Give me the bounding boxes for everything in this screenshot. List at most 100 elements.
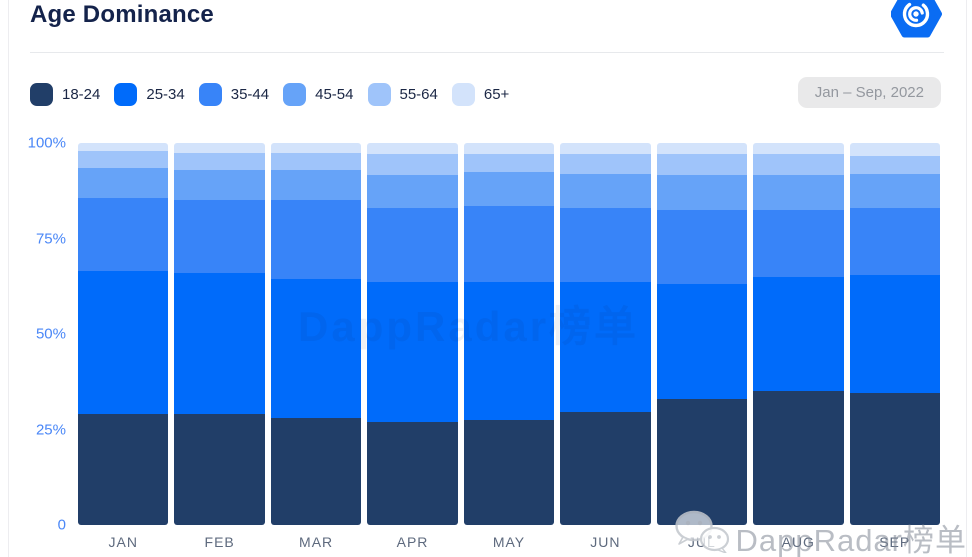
y-tick-0: 0 (57, 516, 66, 534)
bar-segment-55-64-AUG[interactable] (753, 154, 844, 176)
bar-segment-35-44-AUG[interactable] (753, 209, 844, 277)
x-tick-JUL: JUL (687, 534, 716, 550)
legend-swatch-65+ (451, 83, 475, 106)
bar-segment-65+-APR[interactable] (367, 143, 458, 155)
bar-segment-55-64-MAR[interactable] (270, 152, 362, 170)
y-tick-50%: 50% (35, 325, 66, 343)
bar-segment-65+-MAR[interactable] (270, 143, 362, 153)
bar-JUN[interactable] (560, 143, 651, 525)
bar-segment-65+-JUL[interactable] (656, 143, 748, 155)
bar-segment-18-24-JUL[interactable] (656, 398, 748, 525)
bar-segment-55-64-SEP[interactable] (849, 156, 940, 174)
card-left-edge (8, 0, 9, 557)
x-tick-FEB: FEB (204, 534, 235, 550)
bar-MAR[interactable] (270, 143, 362, 525)
bar-segment-18-24-MAY[interactable] (463, 419, 555, 525)
page-title: Age Dominance (30, 1, 214, 28)
bar-segment-25-34-MAR[interactable] (270, 278, 362, 418)
bar-segment-18-24-FEB[interactable] (174, 414, 265, 525)
bar-segment-18-24-APR[interactable] (367, 421, 458, 525)
bar-segment-65+-JUN[interactable] (560, 143, 651, 155)
x-tick-MAR: MAR (299, 534, 334, 550)
y-tick-25%: 25% (35, 421, 66, 438)
bar-AUG[interactable] (753, 143, 844, 525)
bar-segment-45-54-JAN[interactable] (78, 167, 169, 199)
bar-segment-25-34-JUL[interactable] (656, 284, 748, 399)
bar-segment-55-64-JUN[interactable] (560, 154, 651, 174)
x-tick-JUN: JUN (590, 534, 621, 550)
bar-segment-25-34-AUG[interactable] (753, 276, 844, 392)
bar-segment-65+-AUG[interactable] (753, 143, 844, 155)
bar-segment-65+-JAN[interactable] (78, 143, 169, 151)
x-tick-AUG: AUG (781, 534, 815, 550)
legend-swatch-18-24 (30, 83, 53, 106)
x-tick-MAY: MAY (492, 534, 526, 550)
legend-item-55-64[interactable]: 55-64 (367, 83, 438, 106)
bar-segment-45-54-AUG[interactable] (753, 175, 844, 210)
bar-segment-25-34-SEP[interactable] (849, 274, 940, 394)
y-axis: 100% 75% 50% 25% 0 (0, 0, 66, 557)
legend-item-65+[interactable]: 65+ (451, 83, 509, 106)
bar-segment-55-64-JAN[interactable] (78, 150, 169, 168)
legend-item-35-44[interactable]: 35-44 (198, 83, 270, 106)
bar-segment-35-44-JAN[interactable] (78, 198, 169, 271)
bar-segment-25-34-MAY[interactable] (463, 282, 555, 420)
bar-segment-25-34-APR[interactable] (367, 282, 458, 422)
bar-segment-55-64-FEB[interactable] (174, 152, 265, 170)
bar-segment-25-34-JUN[interactable] (560, 282, 651, 413)
bar-segment-18-24-AUG[interactable] (753, 391, 844, 525)
bar-JUL[interactable] (656, 143, 748, 525)
bar-segment-35-44-SEP[interactable] (849, 207, 940, 275)
bar-segment-25-34-FEB[interactable] (174, 272, 265, 415)
bar-segment-18-24-MAR[interactable] (270, 418, 362, 525)
bar-segment-35-44-JUL[interactable] (656, 209, 748, 285)
legend-label: 45-54 (315, 86, 354, 103)
bar-segment-25-34-JAN[interactable] (78, 270, 169, 415)
bar-segment-45-54-FEB[interactable] (174, 169, 265, 201)
bar-segment-35-44-FEB[interactable] (174, 200, 265, 273)
x-tick-JAN: JAN (108, 534, 138, 550)
bar-segment-35-44-APR[interactable] (367, 207, 458, 283)
bar-JAN[interactable] (78, 143, 169, 525)
bar-segment-65+-FEB[interactable] (174, 143, 265, 153)
bar-segment-35-44-JUN[interactable] (560, 207, 651, 283)
legend-label: 18-24 (62, 86, 101, 103)
y-tick-100%: 100% (27, 134, 66, 152)
bar-segment-45-54-JUN[interactable] (560, 173, 651, 208)
bar-segment-55-64-JUL[interactable] (656, 154, 748, 176)
dappradar-logo-icon (890, 0, 943, 40)
bar-segment-65+-MAY[interactable] (463, 143, 555, 155)
bar-MAY[interactable] (463, 143, 555, 525)
legend-swatch-45-54 (283, 83, 307, 106)
x-tick-APR: APR (396, 534, 429, 550)
bar-segment-55-64-APR[interactable] (367, 154, 458, 176)
legend-label: 35-44 (230, 86, 270, 103)
bar-APR[interactable] (367, 143, 458, 525)
bar-FEB[interactable] (174, 143, 265, 525)
legend-item-45-54[interactable]: 45-54 (283, 83, 354, 106)
x-axis: JAN FEB MAR APR MAY JUN JUL AUG SEP (78, 534, 940, 550)
bar-segment-18-24-JUN[interactable] (560, 412, 651, 525)
bar-segment-35-44-MAY[interactable] (463, 206, 555, 283)
bar-segment-55-64-MAY[interactable] (463, 154, 555, 172)
bar-segment-45-54-MAR[interactable] (270, 169, 362, 201)
header-divider (30, 52, 944, 53)
bar-segment-45-54-MAY[interactable] (463, 171, 555, 207)
period-badge: Jan – Sep, 2022 (797, 77, 941, 108)
bar-segment-45-54-APR[interactable] (367, 175, 458, 208)
bar-segment-45-54-SEP[interactable] (849, 173, 940, 208)
stacked-bar-plot (78, 143, 940, 525)
legend-item-18-24[interactable]: 18-24 (30, 83, 100, 106)
legend-item-25-34[interactable]: 25-34 (114, 83, 185, 106)
bar-segment-35-44-MAR[interactable] (270, 200, 362, 279)
bar-segment-45-54-JUL[interactable] (656, 175, 748, 210)
bar-SEP[interactable] (849, 143, 940, 525)
card-right-edge (966, 0, 967, 557)
bar-segment-18-24-SEP[interactable] (849, 393, 940, 525)
legend-swatch-55-64 (367, 83, 391, 106)
bar-segment-18-24-JAN[interactable] (78, 414, 169, 525)
bar-segment-65+-SEP[interactable] (849, 143, 940, 157)
legend-label: 55-64 (399, 86, 438, 103)
y-tick-75%: 75% (35, 230, 66, 247)
